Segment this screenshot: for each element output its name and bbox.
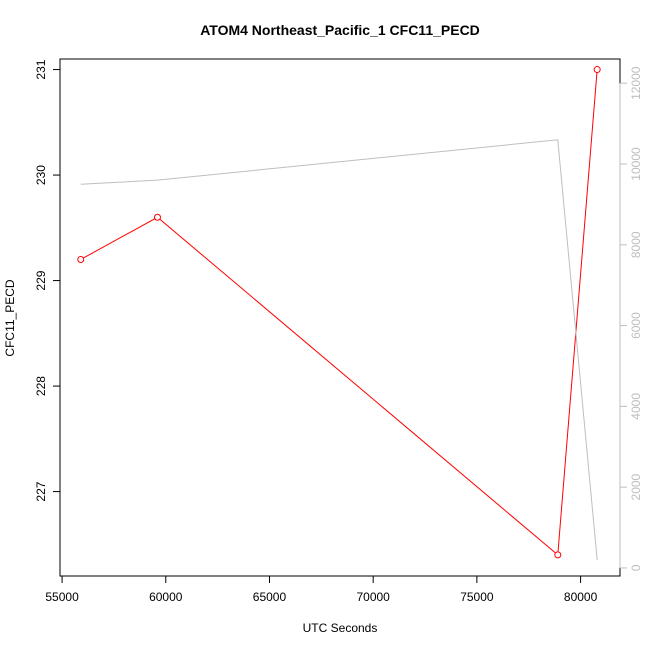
y-axis-label: CFC11_PECD bbox=[3, 279, 17, 356]
data-point bbox=[77, 255, 85, 263]
series-line-left bbox=[80, 69, 598, 556]
y-tick-label: 228 bbox=[34, 376, 48, 396]
series-line-right bbox=[80, 139, 598, 560]
series-layer bbox=[77, 66, 601, 560]
y2-tick-label: 0 bbox=[629, 564, 643, 571]
x-axis-label: UTC Seconds bbox=[303, 621, 378, 635]
y2-tick-label: 12000 bbox=[629, 66, 643, 100]
x-tick-label: 60000 bbox=[149, 590, 183, 604]
y2-tick-label: 4000 bbox=[629, 393, 643, 420]
y2-tick-label: 6000 bbox=[629, 312, 643, 339]
x-tick-label: 65000 bbox=[253, 590, 287, 604]
y-axis-right: 0 2000 4000 6000 8000 10000 12000 bbox=[619, 66, 643, 571]
y-tick-label: 227 bbox=[34, 481, 48, 501]
y-tick-label: 231 bbox=[34, 59, 48, 79]
x-tick-label: 55000 bbox=[45, 590, 79, 604]
chart-title: ATOM4 Northeast_Pacific_1 CFC11_PECD bbox=[200, 22, 480, 38]
y2-tick-label: 8000 bbox=[629, 231, 643, 258]
y-tick-label: 230 bbox=[34, 165, 48, 185]
y2-tick-label: 10000 bbox=[629, 147, 643, 181]
data-point bbox=[554, 551, 562, 559]
data-point bbox=[593, 66, 601, 74]
plot-frame bbox=[59, 58, 621, 577]
y-tick-label: 229 bbox=[34, 270, 48, 290]
x-tick-label: 80000 bbox=[564, 590, 598, 604]
x-tick-label: 75000 bbox=[460, 590, 494, 604]
x-axis: 55000 60000 65000 70000 75000 80000 bbox=[45, 575, 598, 604]
x-tick-label: 70000 bbox=[356, 590, 390, 604]
y2-tick-label: 2000 bbox=[629, 473, 643, 500]
data-point bbox=[153, 213, 161, 221]
y-axis-left: 227 228 229 230 231 bbox=[34, 59, 61, 502]
